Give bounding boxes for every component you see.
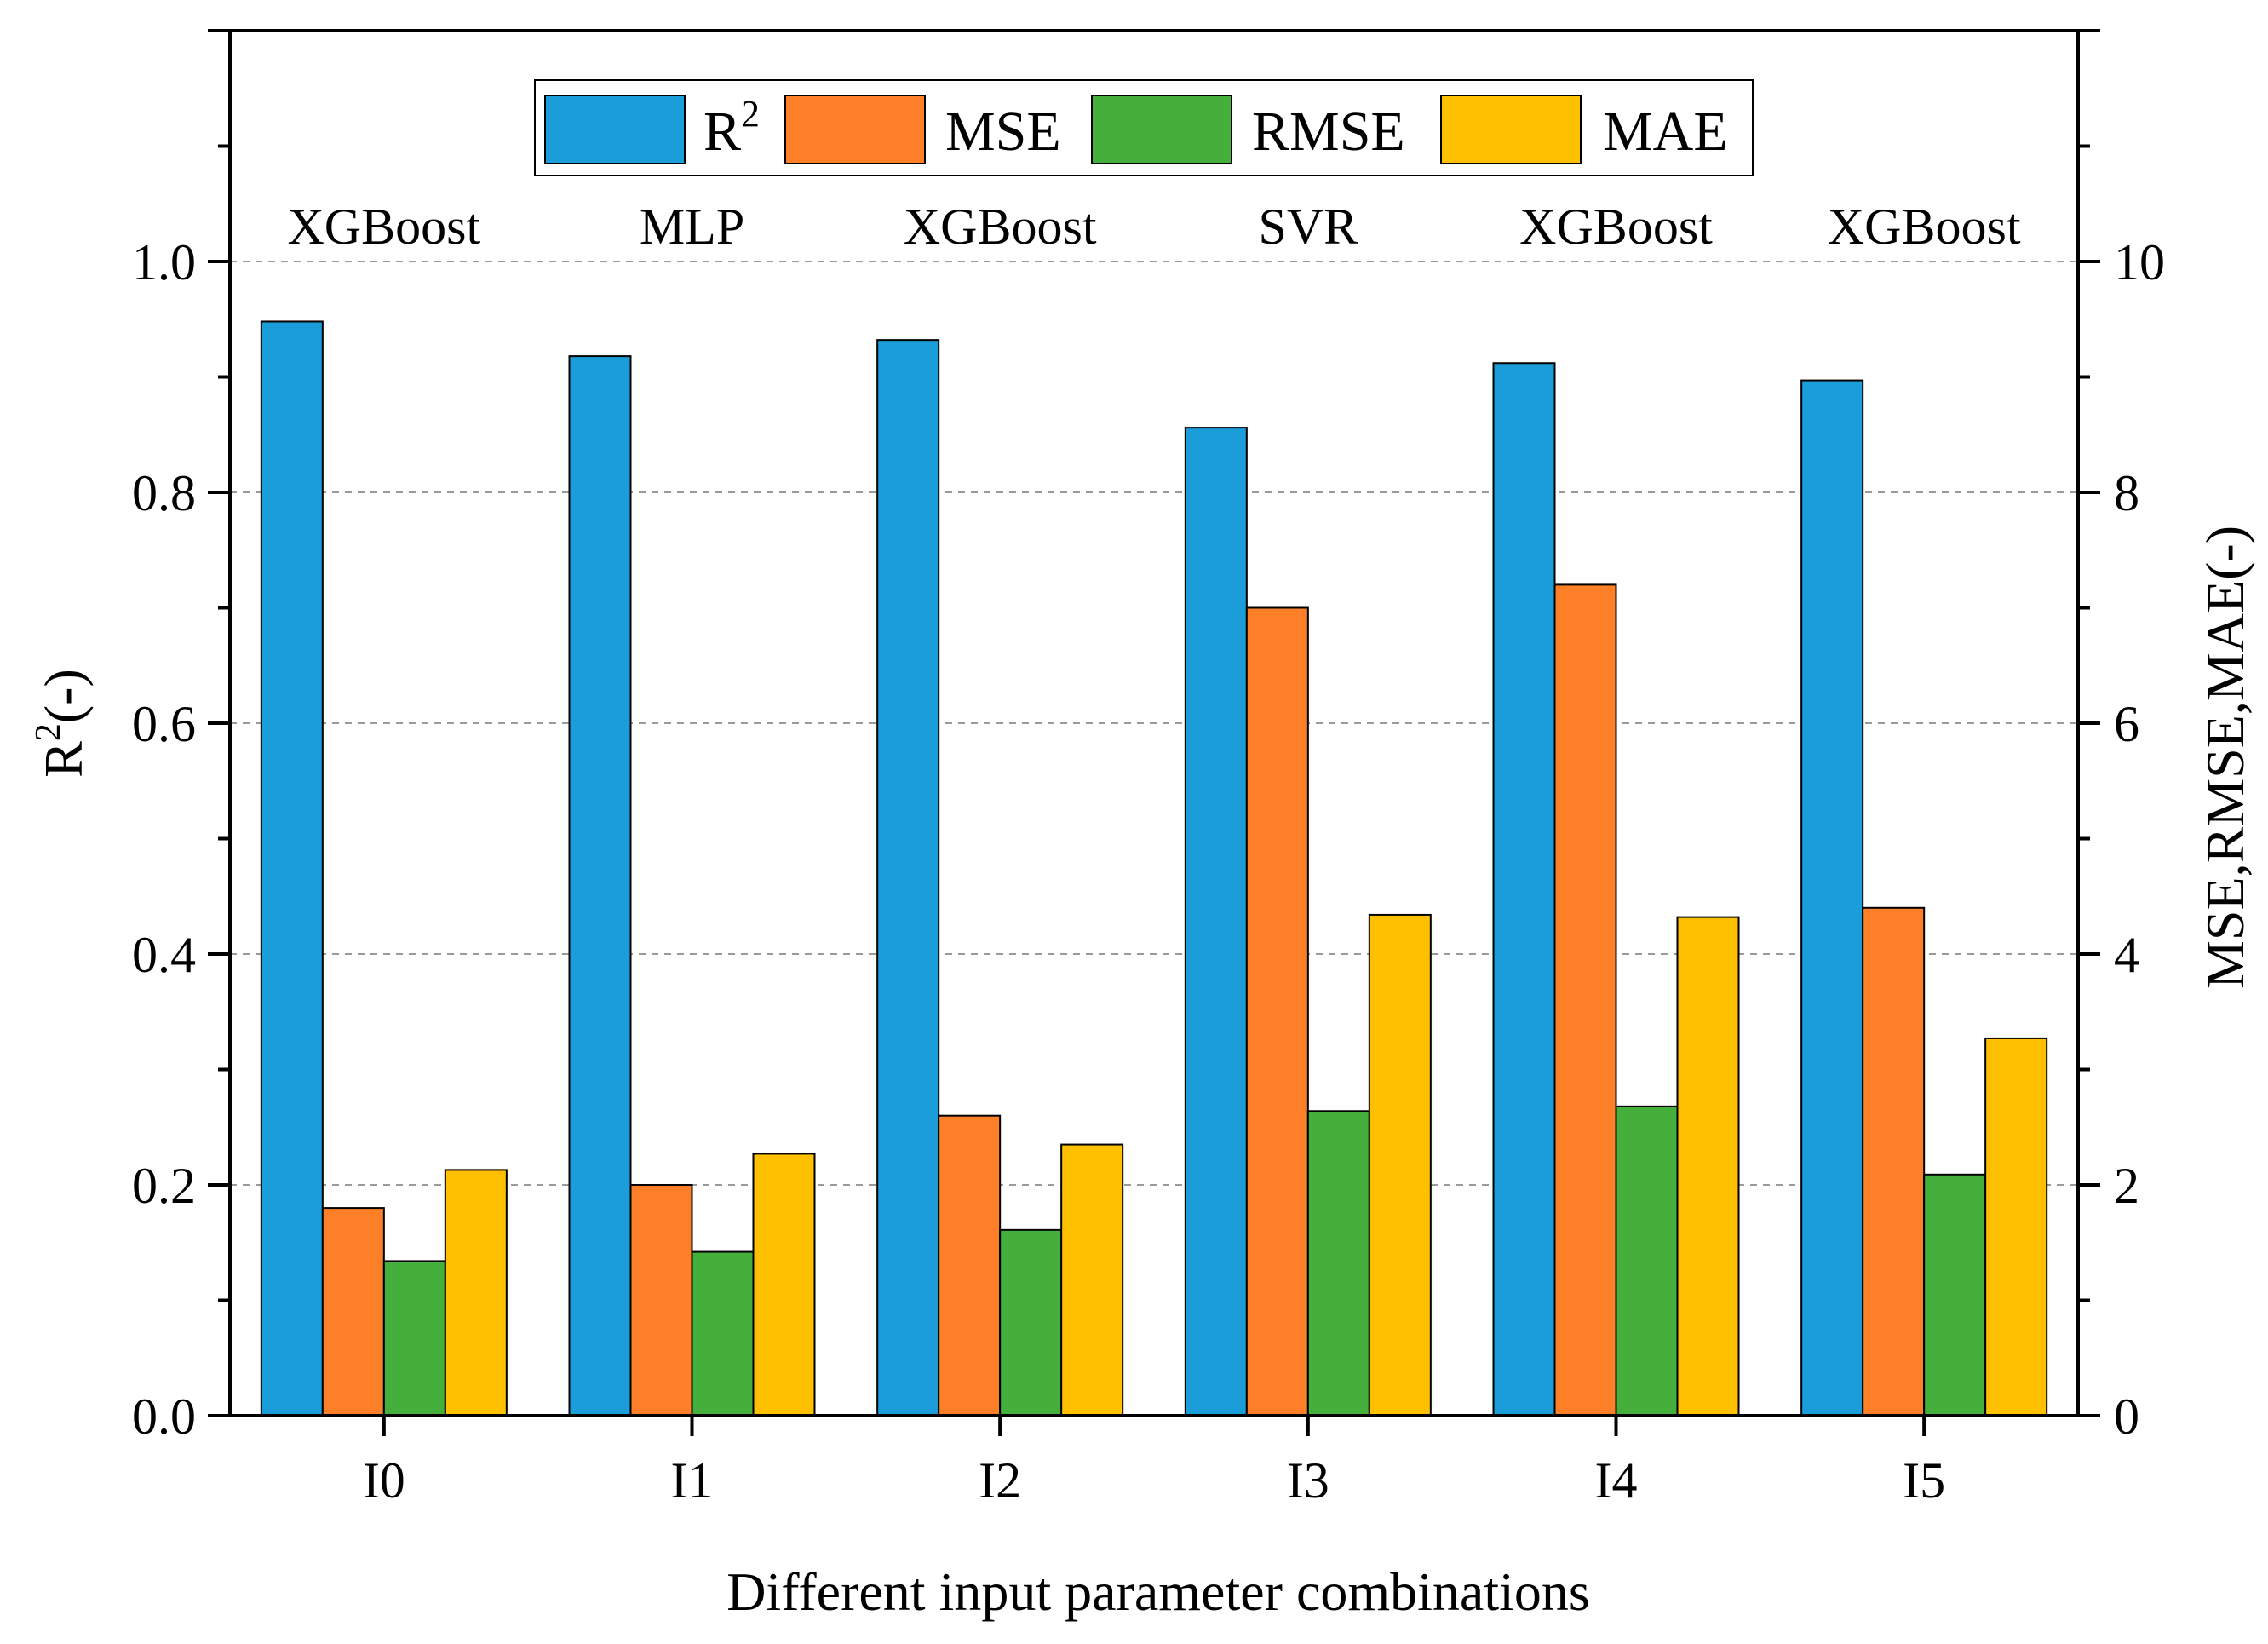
bar-rmse-i5: [1923, 1173, 1987, 1417]
bar-r-i2: [876, 339, 940, 1417]
left-tick-label: 0.4: [132, 927, 196, 983]
model-label: XGBoost: [904, 198, 1097, 255]
legend-swatch-r: [544, 95, 686, 164]
x-axis-title: Different input parameter combinations: [726, 1561, 1590, 1622]
right-tick-label: 4: [2114, 927, 2139, 983]
left-tick-label: 0.2: [132, 1158, 196, 1214]
bar-rmse-i1: [691, 1250, 755, 1417]
bar-rmse-i3: [1306, 1110, 1370, 1417]
bar-r-i0: [260, 320, 324, 1417]
bar-mse-i0: [321, 1207, 385, 1417]
legend-label-mse: MSE: [945, 101, 1061, 163]
legend-label-mae: MAE: [1603, 101, 1728, 163]
axis-titles: Different input parameter combinationsR2…: [29, 526, 2255, 1622]
bar-r-i1: [568, 355, 632, 1417]
bar-r-i3: [1184, 427, 1248, 1417]
bar-rmse-i2: [999, 1228, 1063, 1417]
legend-superscript: 2: [741, 93, 760, 135]
right-tick-label: 2: [2114, 1158, 2139, 1214]
x-tick-label: I5: [1903, 1452, 1945, 1509]
model-label: SVR: [1258, 198, 1358, 255]
legend-swatch-mae: [1440, 95, 1582, 164]
bar-rmse-i0: [382, 1260, 446, 1417]
model-labels: XGBoost MLP XGBoost SVR XGBoost XGBoost: [287, 198, 2020, 255]
left-tick-label: 0.8: [132, 465, 196, 521]
bar-mse-i1: [629, 1184, 693, 1417]
model-label: XGBoost: [1828, 198, 2021, 255]
x-tick-label: I2: [979, 1452, 1021, 1509]
model-label: XGBoost: [1519, 198, 1713, 255]
right-tick-label: 0: [2114, 1388, 2139, 1445]
bar-mae-i0: [444, 1169, 508, 1417]
bar-mae-i4: [1676, 916, 1740, 1417]
left-tick-label: 0.0: [132, 1388, 196, 1445]
bar-r-i4: [1492, 362, 1556, 1417]
axes: 0.0 0.2 0.4 0.6 0.8 1.0 0 2 4 6 8 10 I0 I1 I2 I3 I4 I5: [132, 29, 2165, 1509]
bar-mae-i3: [1368, 913, 1432, 1417]
left-axis-title-suffix: (-): [33, 669, 94, 723]
right-tick-label: 10: [2114, 234, 2165, 290]
bar-r-i5: [1800, 379, 1864, 1417]
legend: R2 MSE RMSE MAE: [534, 79, 1754, 176]
bar-mse-i5: [1862, 906, 1926, 1417]
bar-mae-i5: [1984, 1037, 2048, 1417]
left-tick-label: 0.6: [132, 696, 196, 752]
legend-swatch-rmse: [1091, 95, 1232, 164]
legend-swatch-mse: [784, 95, 926, 164]
x-tick-label: I0: [363, 1452, 405, 1509]
x-tick-label: I4: [1595, 1452, 1638, 1509]
left-axis-title: R2(-): [29, 669, 94, 778]
left-axis-title-base: R: [33, 741, 94, 778]
model-label: XGBoost: [287, 198, 480, 255]
left-axis-title-sup: 2: [29, 723, 68, 741]
right-axis-title: MSE,RMSE,MAE(-): [2195, 526, 2255, 989]
bars: [260, 320, 2048, 1417]
bar-mse-i4: [1553, 583, 1617, 1417]
model-label: MLP: [640, 198, 744, 255]
right-tick-label: 8: [2114, 465, 2139, 521]
legend-label-rmse: RMSE: [1252, 101, 1405, 163]
gridlines: [230, 261, 2078, 1186]
bar-mae-i1: [752, 1153, 816, 1417]
left-tick-label: 1.0: [132, 234, 196, 290]
x-tick-label: I1: [671, 1452, 714, 1509]
bar-mse-i2: [938, 1114, 1002, 1417]
bar-rmse-i4: [1615, 1105, 1679, 1417]
x-tick-label: I3: [1287, 1452, 1329, 1509]
bar-mae-i2: [1060, 1143, 1124, 1417]
bar-mse-i3: [1245, 606, 1309, 1417]
right-tick-label: 6: [2114, 696, 2139, 752]
